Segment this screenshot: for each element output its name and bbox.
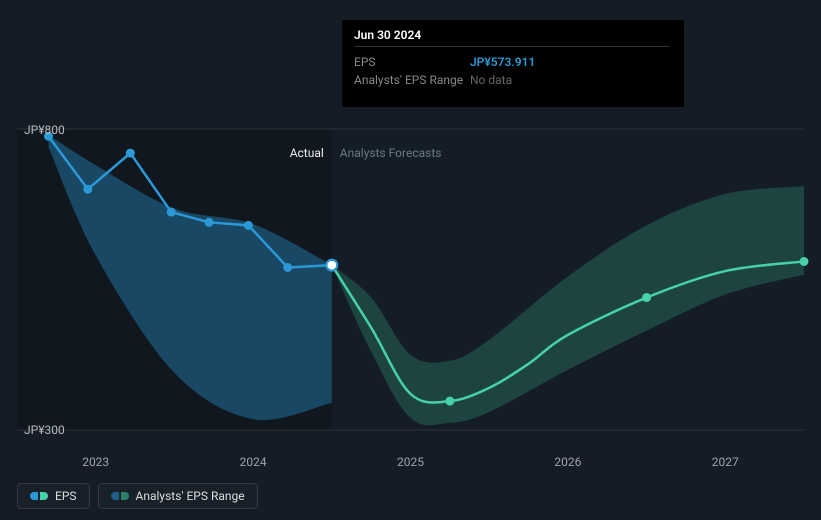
eps-forecast-chart: JP¥800 JP¥300 Actual Analysts Forecasts … — [0, 0, 821, 520]
actual-region-label: Actual — [290, 146, 324, 160]
tooltip-label: Analysts' EPS Range — [354, 71, 470, 89]
range-swatch-icon — [111, 492, 129, 500]
eps-swatch-icon — [30, 492, 48, 500]
y-tick-bottom: JP¥300 — [24, 423, 65, 437]
legend-label: Analysts' EPS Range — [136, 489, 245, 503]
tooltip-row-eps: EPS JP¥573.911 — [354, 53, 670, 71]
tooltip-row-range: Analysts' EPS Range No data — [354, 71, 670, 89]
x-tick: 2025 — [397, 455, 424, 469]
chart-tooltip: Jun 30 2024 EPS JP¥573.911 Analysts' EPS… — [342, 20, 684, 107]
tooltip-value: JP¥573.911 — [470, 53, 670, 71]
tooltip-date: Jun 30 2024 — [354, 28, 670, 42]
x-tick: 2023 — [82, 455, 109, 469]
tooltip-label: EPS — [354, 53, 470, 71]
tooltip-divider — [354, 46, 670, 47]
tooltip-value: No data — [470, 71, 670, 89]
x-tick: 2026 — [554, 455, 581, 469]
legend-label: EPS — [55, 489, 77, 503]
y-tick-top: JP¥800 — [24, 123, 65, 137]
chart-legend: EPS Analysts' EPS Range — [17, 483, 258, 509]
x-tick: 2024 — [240, 455, 267, 469]
legend-item-range[interactable]: Analysts' EPS Range — [98, 483, 258, 509]
x-tick: 2027 — [712, 455, 739, 469]
legend-item-eps[interactable]: EPS — [17, 483, 90, 509]
forecast-region-label: Analysts Forecasts — [340, 146, 442, 160]
